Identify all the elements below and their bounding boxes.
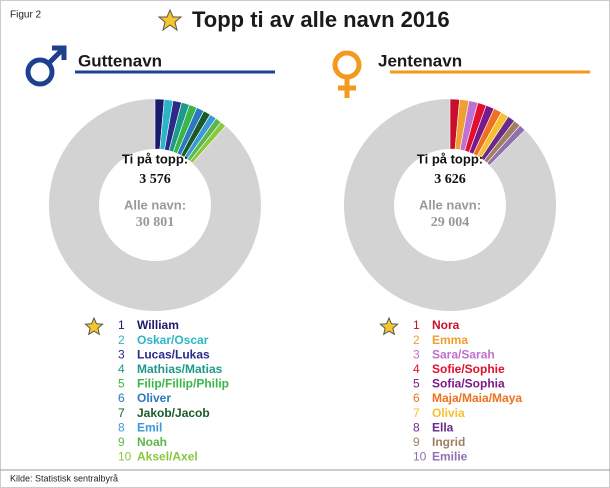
figure-label: Figur 2 xyxy=(10,10,42,21)
rank: 8 xyxy=(118,420,125,434)
rank: 3 xyxy=(118,347,125,361)
all-label: Alle navn: xyxy=(419,197,481,212)
rank: 1 xyxy=(413,318,420,332)
section-title: Jentenavn xyxy=(378,51,462,70)
legend-name: Sofia/Sophia xyxy=(432,377,505,391)
male-symbol xyxy=(25,45,67,87)
legend-name: Olivia xyxy=(432,406,465,420)
rank: 7 xyxy=(118,406,125,420)
rank: 1 xyxy=(118,318,125,332)
donut-slice xyxy=(189,121,227,164)
top-total: 3 576 xyxy=(139,172,171,187)
donut-slice xyxy=(486,124,526,166)
rank: 10 xyxy=(118,450,132,464)
rank: 4 xyxy=(413,362,420,376)
legend-name: Emma xyxy=(432,333,468,347)
legend-name: Oliver xyxy=(137,391,171,405)
star-icon xyxy=(157,8,183,32)
legend-name: Mathias/Matias xyxy=(137,362,223,376)
rank: 10 xyxy=(413,450,427,464)
all-label: Alle navn: xyxy=(124,197,186,212)
rank: 8 xyxy=(413,420,420,434)
title: Topp ti av alle navn 2016 xyxy=(192,7,450,32)
rank: 2 xyxy=(118,333,125,347)
rank: 5 xyxy=(413,377,420,391)
legend-name: Sofie/Sophie xyxy=(432,362,505,376)
rank: 7 xyxy=(413,406,420,420)
all-total: 29 004 xyxy=(431,215,470,230)
legend-name: Nora xyxy=(432,318,460,332)
legend-name: Emil xyxy=(137,420,162,434)
legend-name: Filip/Fillip/Philip xyxy=(137,377,229,391)
rank: 2 xyxy=(413,333,420,347)
rank: 3 xyxy=(413,347,420,361)
legend-name: Oskar/Oscar xyxy=(137,333,209,347)
source: Kilde: Statistisk sentralbyrå xyxy=(10,473,118,483)
legend-name: Ella xyxy=(432,420,454,434)
legend-name: Maja/Maia/Maya xyxy=(432,391,522,405)
legend-name: Lucas/Lukas xyxy=(137,347,210,361)
legend-name: William xyxy=(137,318,179,332)
rank: 6 xyxy=(118,391,125,405)
rank: 5 xyxy=(118,377,125,391)
rank: 9 xyxy=(118,435,125,449)
section-title: Guttenavn xyxy=(78,51,162,70)
legend-name: Jakob/Jacob xyxy=(137,406,210,420)
legend-name: Emilie xyxy=(432,450,468,464)
legend-name: Noah xyxy=(137,435,167,449)
legend-name: Sara/Sarah xyxy=(432,347,495,361)
rank: 6 xyxy=(413,391,420,405)
star-icon xyxy=(84,316,104,336)
top-label: Ti på topp: xyxy=(122,151,188,166)
female-symbol xyxy=(332,50,362,98)
all-total: 30 801 xyxy=(136,215,175,230)
rank: 9 xyxy=(413,435,420,449)
top-total: 3 626 xyxy=(434,172,466,187)
legend-name: Aksel/Axel xyxy=(137,450,198,464)
star-icon xyxy=(379,316,399,336)
top-label: Ti på topp: xyxy=(417,151,483,166)
rank: 4 xyxy=(118,362,125,376)
legend-name: Ingrid xyxy=(432,435,465,449)
